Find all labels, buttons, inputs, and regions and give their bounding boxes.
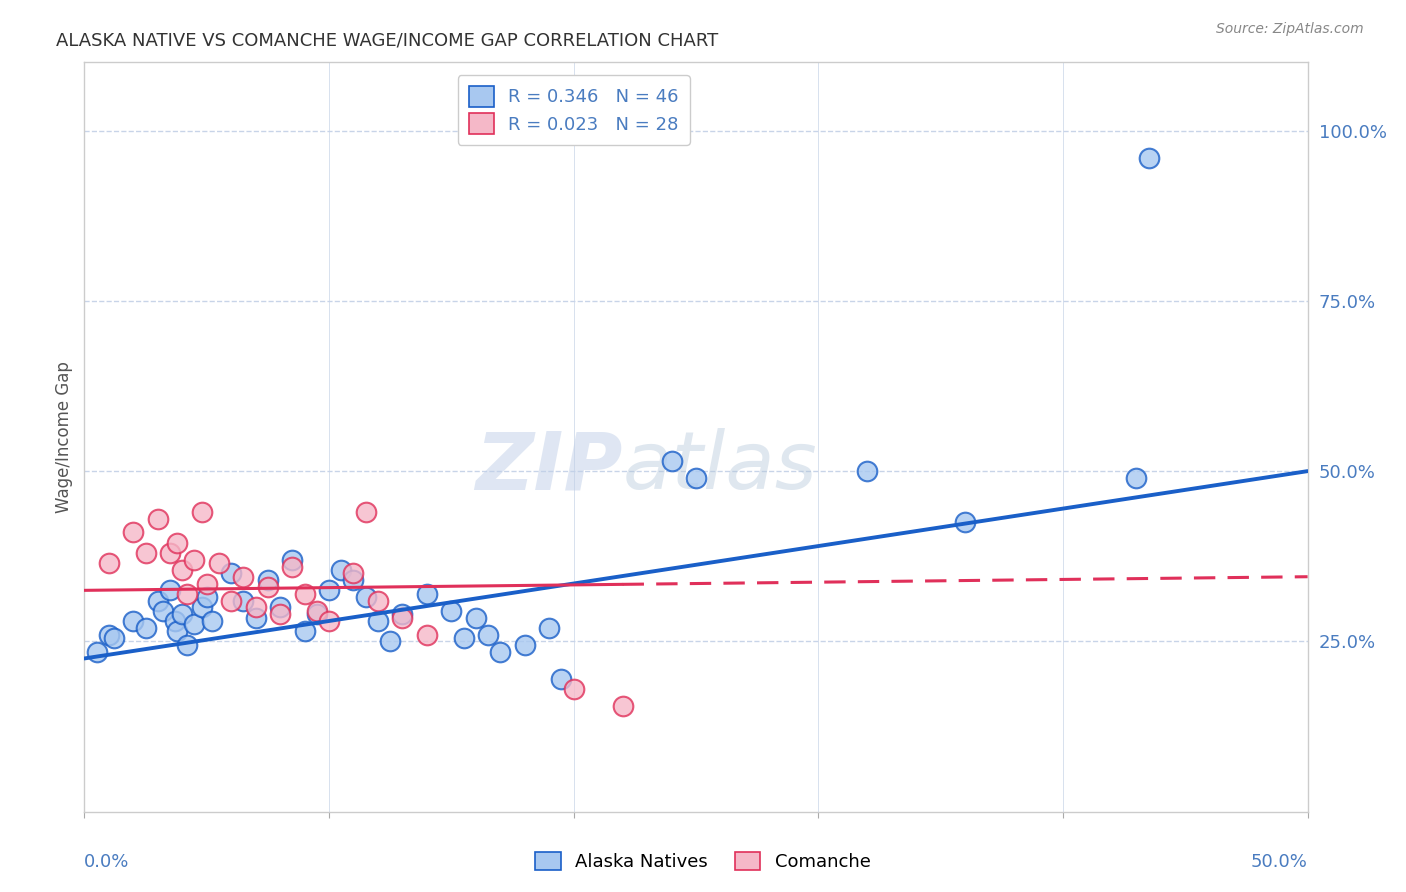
Point: [172, 607, 194, 622]
Text: 0.0%: 0.0%: [84, 853, 129, 871]
Point: [477, 627, 499, 641]
Point: [219, 593, 242, 607]
Point: [416, 627, 439, 641]
Point: [159, 583, 181, 598]
Point: [391, 607, 413, 622]
Point: [191, 600, 214, 615]
Point: [318, 583, 340, 598]
Legend: Alaska Natives, Comanche: Alaska Natives, Comanche: [529, 845, 877, 879]
Point: [380, 634, 402, 648]
Point: [195, 590, 218, 604]
Point: [191, 505, 214, 519]
Point: [269, 607, 291, 622]
Point: [97, 627, 120, 641]
Point: [176, 587, 198, 601]
Text: ALASKA NATIVE VS COMANCHE WAGE/INCOME GAP CORRELATION CHART: ALASKA NATIVE VS COMANCHE WAGE/INCOME GA…: [56, 31, 718, 49]
Point: [305, 604, 328, 618]
Point: [257, 573, 280, 587]
Point: [269, 600, 291, 615]
Point: [232, 570, 254, 584]
Point: [453, 631, 475, 645]
Point: [440, 604, 463, 618]
Point: [342, 566, 364, 581]
Point: [391, 610, 413, 624]
Point: [183, 617, 205, 632]
Point: [176, 638, 198, 652]
Point: [195, 576, 218, 591]
Text: ZIP: ZIP: [475, 428, 623, 506]
Point: [318, 614, 340, 628]
Point: [305, 607, 328, 622]
Point: [97, 556, 120, 570]
Point: [172, 563, 194, 577]
Text: Source: ZipAtlas.com: Source: ZipAtlas.com: [1216, 22, 1364, 37]
Point: [245, 610, 267, 624]
Point: [367, 593, 389, 607]
Point: [513, 638, 536, 652]
Point: [152, 604, 174, 618]
Point: [146, 512, 169, 526]
Point: [159, 546, 181, 560]
Point: [200, 614, 222, 628]
Text: atlas: atlas: [623, 428, 817, 506]
Point: [294, 587, 316, 601]
Point: [122, 525, 145, 540]
Point: [281, 552, 304, 566]
Point: [86, 645, 108, 659]
Point: [1137, 151, 1160, 165]
Point: [330, 563, 353, 577]
Point: [135, 546, 157, 560]
Point: [146, 593, 169, 607]
Point: [166, 535, 188, 549]
Point: [464, 610, 486, 624]
Point: [122, 614, 145, 628]
Point: [367, 614, 389, 628]
Point: [219, 566, 242, 581]
Point: [163, 614, 186, 628]
Y-axis label: Wage/Income Gap: Wage/Income Gap: [55, 361, 73, 513]
Point: [103, 631, 125, 645]
Point: [257, 580, 280, 594]
Point: [416, 587, 439, 601]
Text: 50.0%: 50.0%: [1251, 853, 1308, 871]
Point: [661, 454, 683, 468]
Point: [612, 699, 634, 714]
Point: [538, 621, 561, 635]
Point: [245, 600, 267, 615]
Point: [354, 505, 377, 519]
Point: [550, 672, 572, 686]
Point: [135, 621, 157, 635]
Point: [685, 471, 707, 485]
Point: [342, 573, 364, 587]
Point: [562, 682, 585, 697]
Point: [294, 624, 316, 639]
Point: [953, 515, 976, 529]
Point: [166, 624, 188, 639]
Legend: R = 0.346   N = 46, R = 0.023   N = 28: R = 0.346 N = 46, R = 0.023 N = 28: [458, 75, 689, 145]
Point: [1125, 471, 1147, 485]
Point: [489, 645, 512, 659]
Point: [232, 593, 254, 607]
Point: [281, 559, 304, 574]
Point: [208, 556, 231, 570]
Point: [354, 590, 377, 604]
Point: [183, 552, 205, 566]
Point: [856, 464, 879, 478]
